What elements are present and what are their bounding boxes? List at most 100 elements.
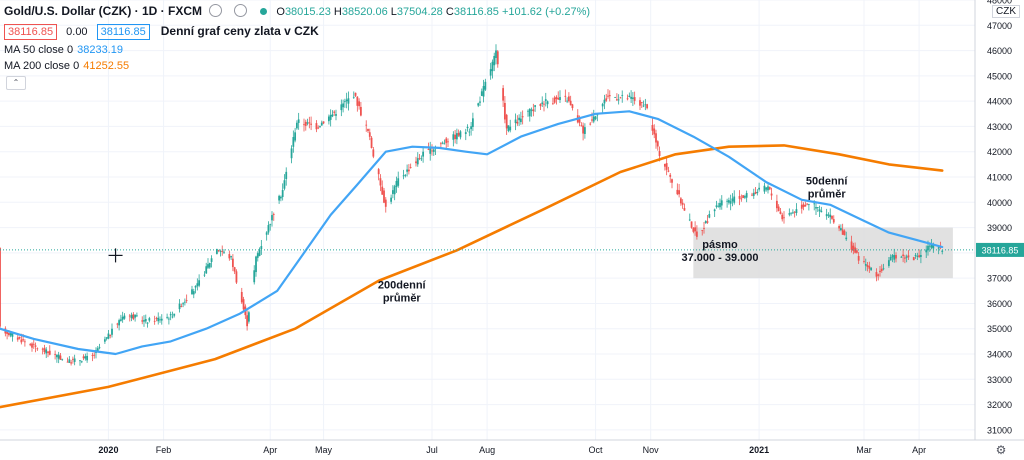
candle-body bbox=[368, 132, 371, 137]
candle-body bbox=[178, 303, 181, 310]
candle-body bbox=[59, 355, 62, 360]
visibility-circle-icon[interactable] bbox=[233, 4, 247, 17]
candle-body bbox=[379, 178, 382, 186]
x-tick-label: 2021 bbox=[749, 445, 769, 455]
candle-body bbox=[159, 319, 161, 321]
candle-body bbox=[879, 270, 881, 273]
ma50-line bbox=[0, 110, 944, 356]
candle-body bbox=[73, 358, 76, 362]
candle-body bbox=[866, 265, 869, 267]
candle-body bbox=[292, 137, 295, 147]
ma200-legend[interactable]: MA 200 close 0 41252.55 bbox=[4, 60, 129, 72]
candle-body bbox=[297, 119, 300, 123]
symbol-title[interactable]: Gold/U.S. Dollar (CZK) · 1D · FXCM bbox=[4, 4, 202, 18]
candle-body bbox=[29, 344, 32, 346]
candle-body bbox=[191, 289, 193, 295]
candle-body bbox=[719, 203, 721, 208]
candle-body bbox=[626, 98, 629, 100]
candle-body bbox=[18, 336, 21, 339]
candle-body bbox=[891, 255, 894, 258]
candle-body bbox=[868, 266, 871, 269]
currency-label[interactable]: CZK bbox=[992, 5, 1020, 18]
candle-body bbox=[646, 104, 649, 109]
candle-body bbox=[468, 131, 471, 133]
candle-body bbox=[919, 255, 922, 257]
ma50-legend[interactable]: MA 50 close 0 38233.19 bbox=[4, 44, 123, 56]
candle-body bbox=[466, 126, 469, 129]
candle-body bbox=[607, 95, 609, 97]
candle-body bbox=[703, 228, 705, 229]
candle-body bbox=[41, 348, 44, 350]
candle-body bbox=[445, 138, 448, 143]
candle-body bbox=[9, 333, 12, 336]
candle-body bbox=[589, 123, 592, 125]
low-value: 37504.28 bbox=[396, 6, 443, 18]
candle-body bbox=[45, 349, 48, 354]
candle-body bbox=[93, 354, 96, 356]
candle-body bbox=[827, 214, 830, 216]
candle-body bbox=[838, 226, 841, 229]
candle-body bbox=[733, 196, 736, 203]
candle-body bbox=[493, 55, 496, 66]
candle-body bbox=[431, 150, 433, 152]
candle-body bbox=[831, 215, 833, 219]
candle-body bbox=[23, 341, 26, 343]
x-tick-label: 2020 bbox=[98, 445, 118, 455]
candle-body bbox=[66, 361, 69, 363]
candle-body bbox=[377, 169, 380, 175]
candle-body bbox=[123, 315, 126, 319]
candle-body bbox=[509, 126, 512, 131]
candle-body bbox=[272, 214, 275, 215]
candle-body bbox=[415, 161, 417, 164]
support-zone bbox=[693, 227, 953, 279]
candle-body bbox=[367, 129, 369, 132]
candle-body bbox=[839, 228, 842, 231]
candle-body bbox=[269, 224, 272, 226]
candle-body bbox=[54, 353, 57, 355]
candle-body bbox=[210, 258, 213, 262]
candle-body bbox=[742, 195, 745, 199]
candle-body bbox=[551, 103, 554, 105]
candle-body bbox=[32, 343, 35, 345]
candle-body bbox=[639, 100, 641, 106]
candle-body bbox=[905, 256, 908, 258]
candle-body bbox=[439, 143, 442, 145]
candle-body bbox=[479, 101, 481, 103]
candle-body bbox=[420, 158, 423, 160]
close-value: 38116.85 bbox=[453, 6, 499, 18]
candle-body bbox=[530, 109, 533, 111]
candle-body bbox=[644, 104, 647, 106]
candle-body bbox=[740, 198, 743, 200]
candle-body bbox=[128, 315, 131, 317]
candle-body bbox=[391, 190, 394, 194]
candle-body bbox=[20, 339, 23, 343]
y-tick-label: 40000 bbox=[987, 198, 1012, 208]
annotation-text: průměr bbox=[808, 189, 847, 201]
sell-button[interactable]: 38116.85 bbox=[4, 24, 58, 40]
candle-body bbox=[628, 95, 631, 98]
settings-circle-icon[interactable] bbox=[209, 4, 223, 17]
candle-body bbox=[791, 212, 794, 214]
candle-body bbox=[203, 274, 206, 276]
candle-body bbox=[219, 251, 222, 252]
candle-body bbox=[397, 178, 400, 186]
candle-body bbox=[582, 125, 585, 134]
x-tick-label: Nov bbox=[643, 445, 660, 455]
candle-body bbox=[455, 133, 458, 140]
buy-button[interactable]: 38116.85 bbox=[96, 24, 150, 40]
candle-body bbox=[555, 96, 558, 99]
candle-body bbox=[941, 250, 944, 252]
candle-body bbox=[352, 96, 355, 98]
collapse-legend-icon[interactable]: ⌃ bbox=[6, 76, 26, 90]
candle-body bbox=[407, 169, 410, 172]
candle-body bbox=[903, 257, 906, 259]
candle-body bbox=[333, 111, 336, 113]
candle-body bbox=[521, 116, 524, 118]
y-tick-label: 31000 bbox=[987, 425, 1012, 435]
candle-body bbox=[427, 149, 430, 150]
candle-body bbox=[658, 151, 661, 156]
candle-body bbox=[914, 254, 917, 256]
candle-body bbox=[55, 354, 58, 358]
candle-body bbox=[567, 96, 570, 102]
